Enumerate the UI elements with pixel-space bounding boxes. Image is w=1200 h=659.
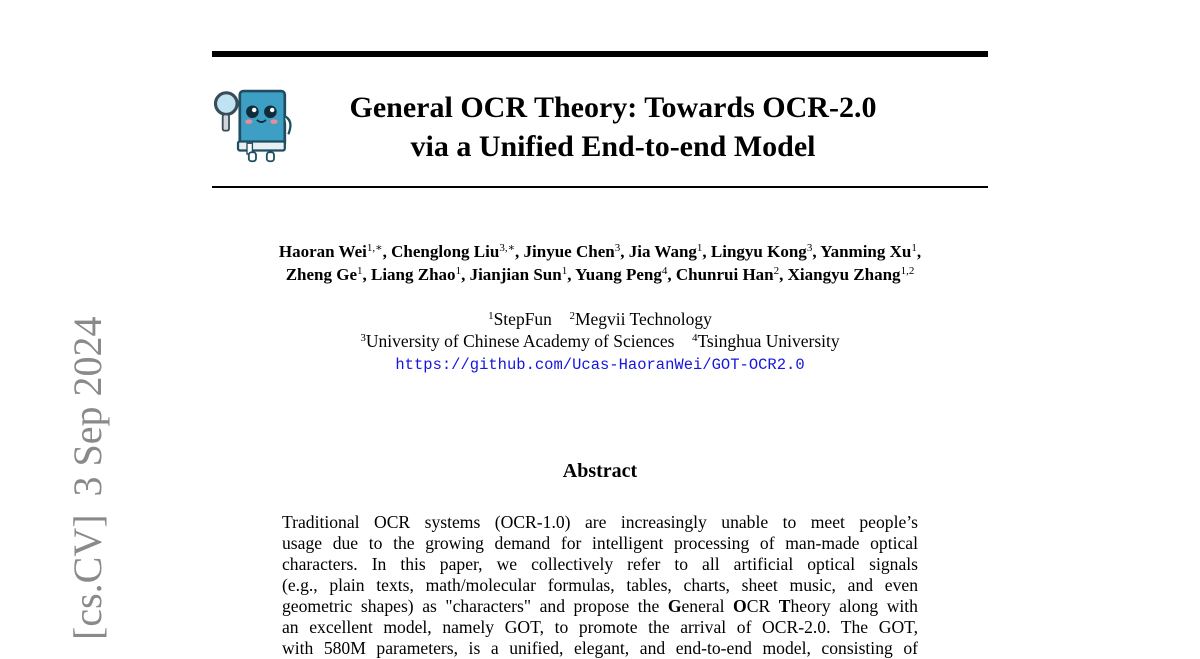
author-affil-sup: 3 (614, 242, 621, 254)
author-affil-sup: 1,2 (900, 265, 915, 277)
author-line-2: Zheng Ge1, Liang Zhao1, Jianjian Sun1, Y… (212, 263, 988, 286)
bold-letter: T (778, 596, 791, 616)
affil-sup: 1 (488, 310, 494, 322)
author-affil-sup: 4 (661, 265, 668, 277)
author-affil-sup: 3 (806, 242, 813, 254)
bold-letter: G (667, 596, 682, 616)
title-line-1: General OCR Theory: Towards OCR-2.0 (349, 91, 877, 124)
affiliation-ucas: University of Chinese Academy of Science… (365, 331, 675, 351)
author-name: Jianjian Sun (469, 265, 562, 284)
title-line-2: via a Unified End-to-end Model (410, 130, 816, 163)
arxiv-sidebar-stamp: [cs.CV] 3 Sep 2024 (65, 316, 110, 640)
affiliation-megvii: Megvii Technology (574, 309, 712, 329)
author-separator: , (620, 242, 629, 261)
author-name: Lingyu Kong (710, 242, 807, 261)
author-name: Yanming Xu (820, 242, 912, 261)
abstract-line: usage due to the growing demand for inte… (282, 533, 918, 553)
author-affil-sup: 1 (561, 265, 568, 277)
affil-sup: 4 (691, 332, 698, 344)
author-name: Haoran Wei (278, 242, 367, 261)
text: geometric shapes) as "characters" and pr… (282, 596, 668, 616)
author-affil-sup: 1,∗ (366, 242, 383, 254)
author-name: Chenglong Liu (391, 242, 500, 261)
author-separator: , (382, 242, 392, 261)
author-separator: , (362, 265, 371, 284)
author-affil-sup: 2 (773, 265, 780, 277)
author-separator: , (916, 242, 922, 261)
abstract-heading: Abstract (562, 460, 638, 482)
author-separator: , (667, 265, 676, 284)
text: eneral (681, 596, 734, 616)
author-name: Chunrui Han (675, 265, 774, 284)
author-separator: , (515, 242, 524, 261)
author-separator: , (567, 265, 576, 284)
affiliations: 1StepFun 2Megvii Technology 3University … (212, 308, 988, 376)
arxiv-date: 3 Sep 2024 (65, 316, 110, 497)
author-name: Jia Wang (628, 242, 697, 261)
affiliation-tsinghua: Tsinghua University (697, 331, 840, 351)
arxiv-category: [cs.CV] (65, 514, 110, 640)
abstract-line: geometric shapes) as "characters" and pr… (282, 596, 918, 617)
text: heory along with (790, 596, 918, 616)
author-affil-sup: 1 (357, 265, 363, 277)
author-affil-sup: 3,∗ (499, 242, 516, 254)
bottom-rule (212, 186, 988, 188)
abstract-line: Traditional OCR systems (OCR-1.0) are in… (282, 512, 918, 532)
author-separator: , (812, 242, 821, 261)
abstract-line: an excellent model, namely GOT, to promo… (282, 617, 918, 637)
author-separator: , (461, 265, 470, 284)
abstract-line: characters. In this paper, we collective… (282, 554, 918, 574)
author-name: Zheng Ge (285, 265, 357, 284)
author-separator: , (702, 242, 711, 261)
paper-title: General OCR Theory: Towards OCR-2.0 via … (300, 88, 926, 166)
author-list: Haoran Wei1,∗, Chenglong Liu3,∗, Jinyue … (212, 240, 988, 286)
affil-sup: 2 (569, 310, 575, 322)
author-name: Liang Zhao (371, 265, 456, 284)
abstract-line: (e.g., plain texts, math/molecular formu… (282, 575, 918, 595)
abstract-line: with 580M parameters, is a unified, eleg… (282, 638, 918, 658)
top-rule (212, 51, 988, 57)
author-line-1: Haoran Wei1,∗, Chenglong Liu3,∗, Jinyue … (212, 240, 988, 263)
book-mascot-with-magnifier-icon (213, 89, 292, 163)
author-affil-sup: 1 (911, 242, 917, 254)
author-name: Xiangyu Zhang (787, 265, 901, 284)
text: CR (746, 596, 779, 616)
author-affil-sup: 1 (696, 242, 703, 254)
author-name: Yuang Peng (575, 265, 662, 284)
affil-sup: 3 (360, 332, 366, 344)
github-link[interactable]: https://github.com/Ucas-HaoranWei/GOT-OC… (395, 356, 805, 374)
abstract-body: Traditional OCR systems (OCR-1.0) are in… (282, 512, 918, 659)
bold-letter: O (733, 596, 747, 616)
author-name: Jinyue Chen (523, 242, 615, 261)
author-separator: , (779, 265, 788, 284)
affiliation-stepfun: StepFun (493, 309, 552, 329)
author-affil-sup: 1 (455, 265, 462, 277)
